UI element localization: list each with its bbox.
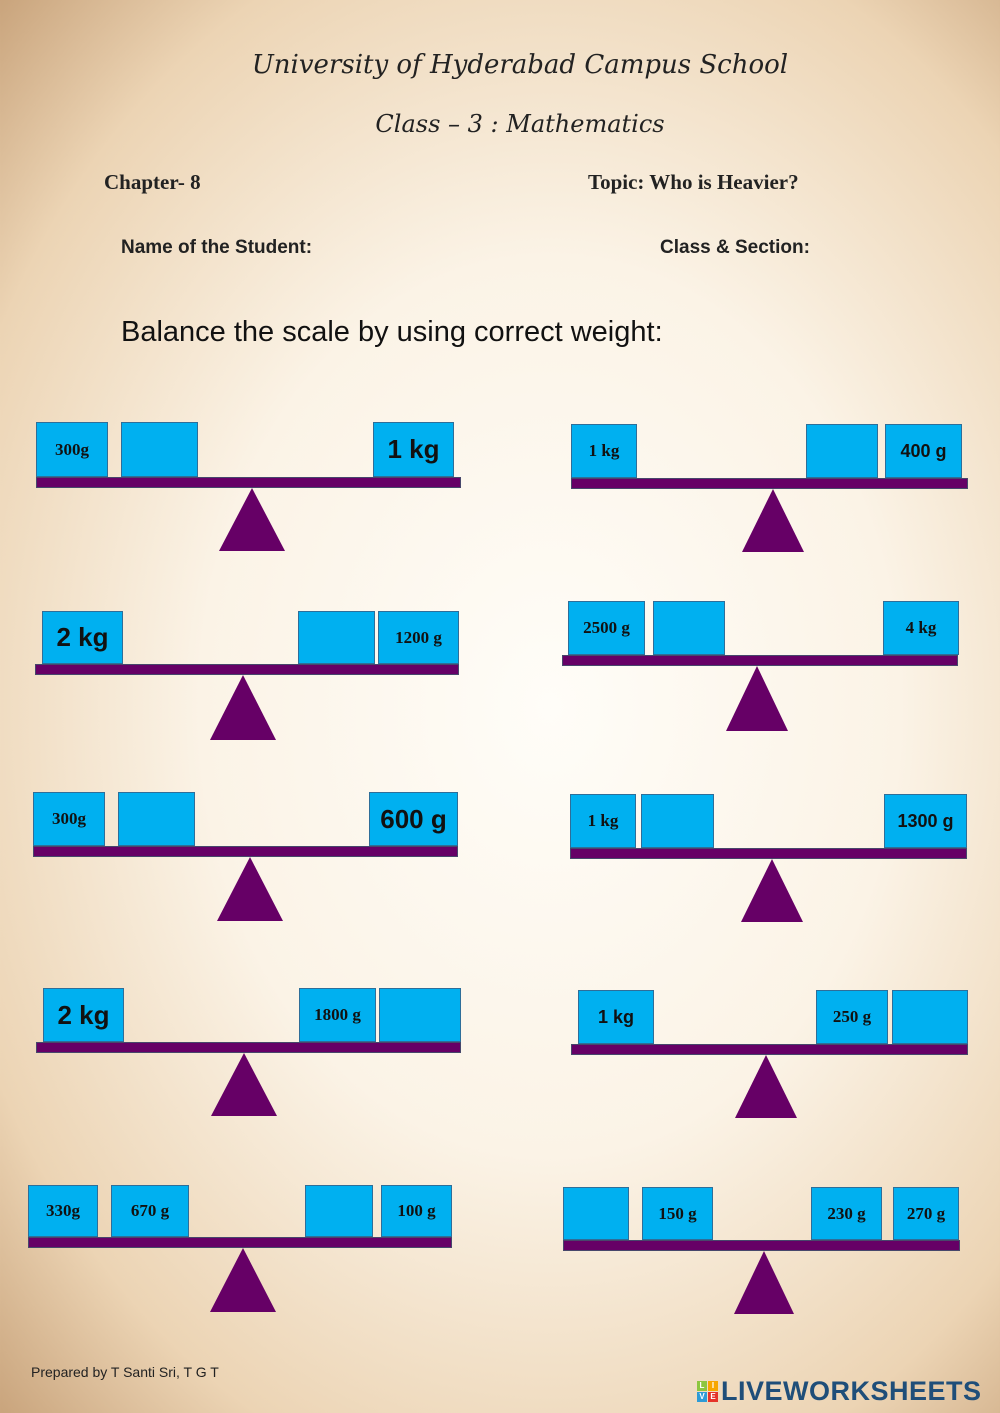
answer-weight-input[interactable] — [641, 794, 714, 848]
fulcrum-triangle — [741, 859, 803, 922]
scale-beam — [571, 1044, 968, 1055]
weight-box: 4 kg — [883, 601, 959, 655]
weight-box: 330g — [28, 1185, 98, 1237]
weight-box: 1300 g — [884, 794, 967, 848]
fulcrum-triangle — [210, 675, 276, 740]
fulcrum-triangle — [217, 857, 283, 921]
weight-box: 1 kg — [373, 422, 454, 477]
answer-weight-input[interactable] — [379, 988, 461, 1042]
scale-beam — [33, 846, 458, 857]
weight-box: 1 kg — [571, 424, 637, 478]
weight-box: 400 g — [885, 424, 962, 478]
fulcrum-triangle — [210, 1248, 276, 1312]
liveworksheets-logo: L I V E LIVEWORKSHEETS — [697, 1376, 982, 1407]
logo-letter: V — [697, 1392, 707, 1402]
scale-beam — [36, 477, 461, 488]
logo-letter: I — [708, 1381, 718, 1391]
scale-beam — [562, 655, 958, 666]
fulcrum-triangle — [735, 1055, 797, 1118]
class-subject: Class – 3 : Mathematics — [375, 110, 665, 138]
weight-box: 2 kg — [43, 988, 124, 1042]
answer-weight-input[interactable] — [563, 1187, 629, 1240]
scale-beam — [563, 1240, 960, 1251]
scale-beam — [28, 1237, 452, 1248]
chapter: Chapter- 8 — [104, 170, 201, 194]
fulcrum-triangle — [734, 1251, 794, 1314]
weight-box: 100 g — [381, 1185, 452, 1237]
weight-box: 1800 g — [299, 988, 376, 1042]
weight-box: 2 kg — [42, 611, 123, 664]
student-name-label: Name of the Student: — [121, 237, 313, 258]
weight-box: 150 g — [642, 1187, 713, 1240]
weight-box: 230 g — [811, 1187, 882, 1240]
scale-beam — [36, 1042, 461, 1053]
school-title: University of Hyderabad Campus School — [251, 50, 789, 80]
prepared-by: Prepared by T Santi Sri, T G T — [31, 1364, 219, 1380]
live-icon: L I V E — [697, 1381, 718, 1402]
weight-box: 2500 g — [568, 601, 645, 655]
answer-weight-input[interactable] — [806, 424, 878, 478]
logo-letter: L — [697, 1381, 707, 1391]
answer-weight-input[interactable] — [118, 792, 195, 846]
answer-weight-input[interactable] — [892, 990, 968, 1044]
logo-text: LIVEWORKSHEETS — [721, 1376, 982, 1406]
weight-box: 300g — [36, 422, 108, 477]
instruction: Balance the scale by using correct weigh… — [121, 316, 663, 348]
weight-box: 600 g — [369, 792, 458, 846]
topic: Topic: Who is Heavier? — [588, 170, 799, 194]
logo-letter: E — [708, 1392, 718, 1402]
weight-box: 250 g — [816, 990, 888, 1044]
answer-weight-input[interactable] — [121, 422, 198, 477]
scale-beam — [570, 848, 967, 859]
fulcrum-triangle — [211, 1053, 277, 1116]
answer-weight-input[interactable] — [653, 601, 725, 655]
answer-weight-input[interactable] — [298, 611, 375, 664]
fulcrum-triangle — [219, 488, 285, 551]
weight-box: 1 kg — [578, 990, 654, 1044]
weight-box: 670 g — [111, 1185, 189, 1237]
class-section-label: Class & Section: — [660, 237, 810, 258]
weight-box: 1200 g — [378, 611, 459, 664]
answer-weight-input[interactable] — [305, 1185, 373, 1237]
scale-beam — [35, 664, 459, 675]
weight-box: 1 kg — [570, 794, 636, 848]
fulcrum-triangle — [742, 489, 804, 552]
scale-beam — [571, 478, 968, 489]
weight-box: 300g — [33, 792, 105, 846]
weight-box: 270 g — [893, 1187, 959, 1240]
fulcrum-triangle — [726, 666, 788, 731]
